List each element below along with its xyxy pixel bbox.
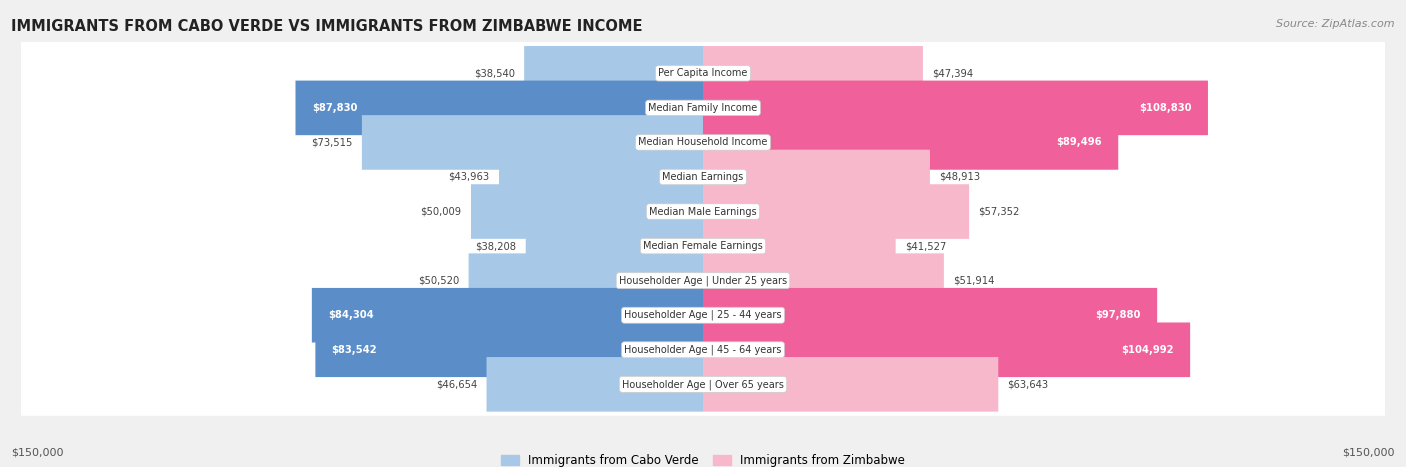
FancyBboxPatch shape — [703, 219, 896, 273]
FancyBboxPatch shape — [703, 254, 943, 308]
Text: $87,830: $87,830 — [312, 103, 357, 113]
FancyBboxPatch shape — [21, 42, 1385, 105]
FancyBboxPatch shape — [295, 81, 703, 135]
FancyBboxPatch shape — [21, 77, 1385, 139]
FancyBboxPatch shape — [526, 219, 703, 273]
Text: $89,496: $89,496 — [1056, 137, 1102, 148]
FancyBboxPatch shape — [703, 81, 1208, 135]
FancyBboxPatch shape — [21, 284, 1385, 347]
Text: Householder Age | 25 - 44 years: Householder Age | 25 - 44 years — [624, 310, 782, 320]
FancyBboxPatch shape — [315, 323, 703, 377]
FancyBboxPatch shape — [703, 357, 998, 411]
Text: $46,654: $46,654 — [436, 379, 477, 389]
Text: $38,208: $38,208 — [475, 241, 516, 251]
Text: Per Capita Income: Per Capita Income — [658, 68, 748, 78]
Text: Median Earnings: Median Earnings — [662, 172, 744, 182]
FancyBboxPatch shape — [21, 215, 1385, 277]
Text: $43,963: $43,963 — [449, 172, 489, 182]
Text: Median Household Income: Median Household Income — [638, 137, 768, 148]
FancyBboxPatch shape — [21, 249, 1385, 312]
Text: $84,304: $84,304 — [328, 310, 374, 320]
Text: $51,914: $51,914 — [953, 276, 994, 286]
Text: Median Male Earnings: Median Male Earnings — [650, 206, 756, 217]
Text: $104,992: $104,992 — [1122, 345, 1174, 355]
Text: $50,520: $50,520 — [418, 276, 460, 286]
Text: $97,880: $97,880 — [1095, 310, 1140, 320]
FancyBboxPatch shape — [21, 180, 1385, 243]
Text: Source: ZipAtlas.com: Source: ZipAtlas.com — [1277, 19, 1395, 28]
FancyBboxPatch shape — [703, 288, 1157, 342]
FancyBboxPatch shape — [703, 115, 1118, 170]
FancyBboxPatch shape — [21, 353, 1385, 416]
FancyBboxPatch shape — [312, 288, 703, 342]
FancyBboxPatch shape — [703, 150, 929, 204]
Text: $73,515: $73,515 — [311, 137, 353, 148]
Text: Householder Age | Under 25 years: Householder Age | Under 25 years — [619, 276, 787, 286]
FancyBboxPatch shape — [524, 46, 703, 100]
Text: $57,352: $57,352 — [979, 206, 1019, 217]
FancyBboxPatch shape — [703, 323, 1189, 377]
FancyBboxPatch shape — [703, 184, 969, 239]
FancyBboxPatch shape — [703, 46, 922, 100]
FancyBboxPatch shape — [361, 115, 703, 170]
Text: $48,913: $48,913 — [939, 172, 980, 182]
FancyBboxPatch shape — [21, 146, 1385, 208]
FancyBboxPatch shape — [471, 184, 703, 239]
Text: $63,643: $63,643 — [1008, 379, 1049, 389]
FancyBboxPatch shape — [21, 111, 1385, 174]
Text: $83,542: $83,542 — [332, 345, 377, 355]
Legend: Immigrants from Cabo Verde, Immigrants from Zimbabwe: Immigrants from Cabo Verde, Immigrants f… — [496, 449, 910, 467]
Text: $50,009: $50,009 — [420, 206, 461, 217]
Text: IMMIGRANTS FROM CABO VERDE VS IMMIGRANTS FROM ZIMBABWE INCOME: IMMIGRANTS FROM CABO VERDE VS IMMIGRANTS… — [11, 19, 643, 34]
Text: $47,394: $47,394 — [932, 68, 973, 78]
FancyBboxPatch shape — [486, 357, 703, 411]
FancyBboxPatch shape — [468, 254, 703, 308]
Text: Householder Age | 45 - 64 years: Householder Age | 45 - 64 years — [624, 345, 782, 355]
FancyBboxPatch shape — [499, 150, 703, 204]
Text: $150,000: $150,000 — [11, 448, 63, 458]
Text: Median Family Income: Median Family Income — [648, 103, 758, 113]
Text: $150,000: $150,000 — [1343, 448, 1395, 458]
Text: $41,527: $41,527 — [905, 241, 946, 251]
Text: $108,830: $108,830 — [1139, 103, 1192, 113]
FancyBboxPatch shape — [21, 318, 1385, 381]
Text: Median Female Earnings: Median Female Earnings — [643, 241, 763, 251]
Text: $38,540: $38,540 — [474, 68, 515, 78]
Text: Householder Age | Over 65 years: Householder Age | Over 65 years — [621, 379, 785, 389]
